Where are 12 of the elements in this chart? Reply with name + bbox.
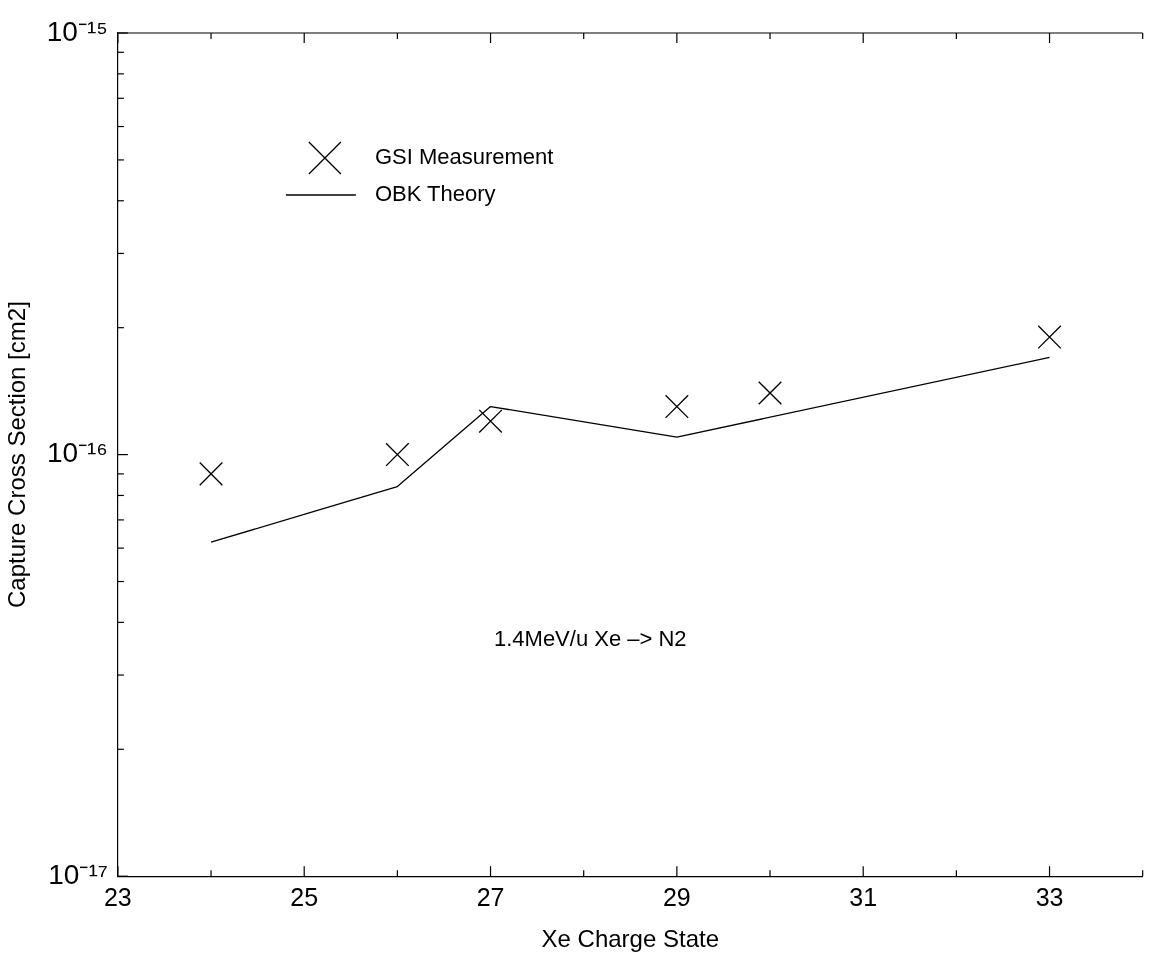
x-tick-label: 27 — [476, 883, 505, 912]
legend-label: GSI Measurement — [374, 144, 554, 170]
x-tick-label: 29 — [662, 883, 691, 912]
y-axis-title: Capture Cross Section [cm2] — [3, 301, 31, 608]
annotation: 1.4MeV/u Xe –> N2 — [493, 626, 687, 652]
x-axis-title: Xe Charge State — [541, 925, 720, 953]
x-tick-label: 31 — [849, 883, 878, 912]
y-tick-label: 10⁻¹⁵ — [46, 15, 108, 47]
legend-label: OBK Theory — [374, 181, 496, 207]
y-tick-label: 10⁻¹⁶ — [46, 437, 108, 469]
x-tick-label: 33 — [1035, 883, 1064, 912]
x-tick-label: 25 — [290, 883, 319, 912]
